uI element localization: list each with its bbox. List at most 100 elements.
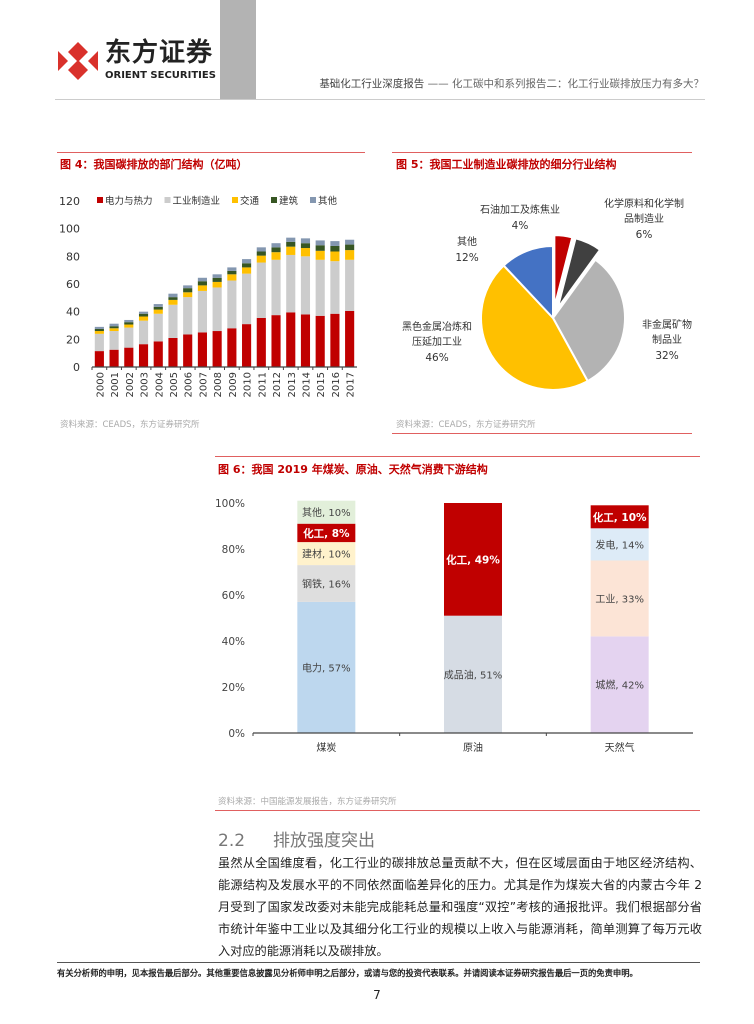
y-tick-label: 40% — [222, 636, 245, 648]
x-tick-label: 2009 — [228, 372, 239, 397]
report-type: 基础化工行业深度报告 — [319, 78, 425, 90]
y-tick-label: 120 — [59, 195, 80, 208]
bar-segment — [138, 316, 149, 321]
y-tick-label: 100 — [59, 223, 80, 236]
bar-segment — [242, 267, 252, 274]
slice-percent: 32% — [655, 350, 678, 362]
bar-segment — [297, 523, 356, 543]
header-divider — [55, 99, 705, 100]
fig6-title: 图 6：我国 2019 年煤炭、原油、天然气消费下游结构 — [218, 463, 488, 476]
pie-slice — [502, 244, 554, 321]
y-tick-label: 20% — [222, 682, 245, 694]
bar-segment — [330, 241, 340, 246]
bar-segment — [297, 565, 356, 602]
bar-segment — [94, 328, 104, 332]
bar-segment — [590, 636, 649, 733]
legend-swatch — [310, 197, 316, 203]
bar-segment — [109, 326, 119, 329]
bar-segment — [271, 252, 281, 260]
bar-segment — [345, 239, 355, 245]
bar-segment — [330, 251, 340, 262]
legend-swatch — [232, 197, 238, 203]
data-label: 工业, 33% — [595, 593, 644, 605]
bar-segment — [330, 313, 340, 367]
pie-slice — [556, 237, 602, 309]
bar-segment — [212, 287, 222, 332]
bar-segment — [256, 251, 266, 256]
x-tick-label: 2008 — [213, 372, 224, 397]
section-heading: 2.2 排放强度突出 — [218, 826, 375, 851]
slice-label: 非金属矿物 — [642, 318, 692, 331]
fig6-top-line — [215, 456, 700, 457]
slice-label: 化学原料和化学制 — [604, 197, 684, 210]
bar-segment — [109, 349, 119, 367]
bar-segment — [297, 601, 356, 733]
bar-segment — [124, 324, 134, 328]
pie-slice — [551, 258, 626, 383]
bar-segment — [590, 560, 649, 637]
data-label: 成品油, 51% — [444, 668, 503, 681]
bar-segment — [271, 243, 281, 248]
bar-segment — [183, 285, 193, 289]
bar-segment — [345, 250, 355, 260]
x-tick-label: 2015 — [316, 372, 327, 397]
bar-segment — [94, 326, 104, 329]
slice-percent: 6% — [636, 229, 653, 241]
bar-segment — [315, 259, 325, 316]
slice-label: 其他 — [457, 235, 477, 248]
data-label: 化工, 49% — [446, 553, 500, 566]
bar-segment — [297, 542, 356, 566]
slice-label: 黑色金属冶炼和 — [402, 320, 472, 333]
bar-segment — [286, 254, 296, 313]
x-tick-label: 2013 — [287, 372, 298, 397]
bar-segment — [212, 331, 222, 367]
legend-label: 建筑 — [279, 195, 299, 207]
fig6-bottom-line — [215, 810, 700, 811]
bar-segment — [297, 500, 356, 524]
bar-segment — [271, 259, 281, 316]
bar-segment — [590, 505, 649, 529]
bar-segment — [212, 281, 222, 288]
legend-label: 工业制造业 — [173, 195, 221, 207]
x-tick-label: 2001 — [110, 372, 121, 397]
bar-segment — [153, 304, 163, 307]
fig5-title: 图 5：我国工业制造业碳排放的细分行业结构 — [396, 158, 617, 171]
y-tick-label: 0 — [73, 361, 80, 374]
slice-label: 压延加工业 — [412, 336, 462, 348]
bar-segment — [109, 323, 119, 327]
slice-percent: 46% — [425, 352, 448, 364]
bar-segment — [153, 313, 163, 342]
page-number: 7 — [373, 988, 381, 1002]
x-tick-label: 原油 — [463, 741, 483, 754]
bar-segment — [212, 274, 222, 278]
bar-segment — [286, 312, 296, 367]
x-tick-label: 2014 — [301, 372, 312, 397]
legend-swatch — [97, 197, 103, 203]
bar-segment — [242, 263, 252, 268]
bar-segment — [256, 317, 266, 367]
data-label: 钢铁, 16% — [302, 578, 351, 591]
fig6-chart: 0% 20% 40% 60% 80% 100% 电力, 57% 钢铁, 16% 建材, 10% 化… — [215, 498, 693, 754]
bar-segment — [153, 306, 163, 310]
bar-segment — [590, 528, 649, 561]
fig4-title: 图 4：我国碳排放的部门结构（亿吨） — [60, 158, 248, 171]
x-tick-label: 2003 — [140, 372, 151, 397]
data-label: 发电, 14% — [595, 538, 644, 551]
legend-swatch — [271, 197, 277, 203]
report-title: —— 化工碳中和系列报告二：化工行业碳排放压力有多大？ — [427, 78, 704, 90]
bar-segment — [242, 259, 252, 264]
bar-segment — [183, 292, 193, 298]
header-decor-bar — [220, 0, 256, 100]
bar-segment — [212, 277, 222, 282]
bar-segment — [227, 280, 237, 329]
bar-segment — [227, 274, 237, 281]
fig5-top-line — [392, 152, 692, 153]
x-tick-label: 2017 — [346, 372, 357, 397]
bar-segment — [256, 247, 266, 252]
bar-segment — [345, 310, 355, 367]
y-tick-label: 80% — [222, 544, 245, 556]
bar-segment — [300, 238, 311, 244]
bar-segment — [315, 240, 325, 246]
x-tick-label: 2006 — [184, 372, 195, 397]
x-tick-label: 2011 — [257, 372, 268, 397]
